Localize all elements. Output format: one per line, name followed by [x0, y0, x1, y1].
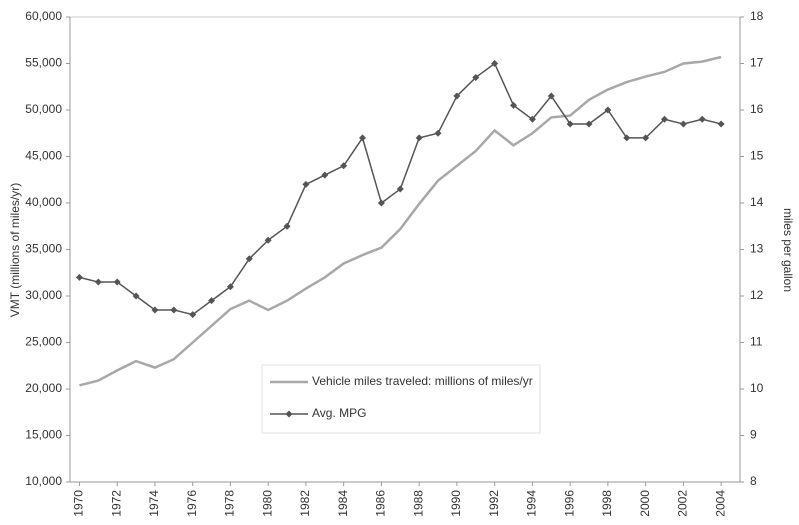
marker	[679, 120, 687, 128]
y-tick-label: 10,000	[25, 474, 62, 488]
x-tick-label: 1980	[260, 490, 274, 517]
y2-tick-label: 11	[750, 335, 763, 349]
x-tick-label: 1982	[298, 490, 312, 517]
marker	[208, 297, 216, 305]
marker	[245, 255, 253, 263]
x-tick-label: 1988	[411, 490, 425, 517]
marker	[661, 115, 669, 123]
marker	[264, 236, 272, 244]
marker	[472, 73, 480, 81]
marker	[528, 115, 536, 123]
legend-label: Avg. MPG	[312, 406, 366, 420]
marker	[585, 120, 593, 128]
x-tick-label: 1986	[374, 490, 388, 517]
marker	[132, 292, 140, 300]
x-tick-label: 1990	[449, 490, 463, 517]
marker	[642, 134, 650, 142]
y-tick-label: 45,000	[25, 149, 62, 163]
y2-tick-label: 15	[750, 149, 764, 163]
y2-tick-label: 18	[750, 9, 764, 23]
marker	[377, 199, 385, 207]
y-tick-label: 60,000	[25, 9, 62, 23]
x-tick-label: 1978	[223, 490, 237, 517]
x-tick-label: 1996	[562, 490, 576, 517]
x-tick-label: 1976	[185, 490, 199, 517]
y2-tick-label: 16	[750, 102, 764, 116]
marker	[189, 311, 197, 319]
series-line	[79, 55, 722, 387]
y2-tick-label: 8	[750, 474, 757, 488]
x-tick-label: 1974	[147, 490, 161, 517]
marker	[623, 134, 631, 142]
y-axis-label: VMT (millions of miles/yr)	[8, 183, 22, 317]
y-tick-label: 50,000	[25, 102, 62, 116]
marker	[453, 92, 461, 100]
legend-marker	[285, 410, 293, 418]
x-tick-label: 1984	[336, 490, 350, 517]
y2-tick-label: 10	[750, 381, 764, 395]
marker	[151, 306, 159, 314]
y2-tick-label: 9	[750, 428, 757, 442]
x-tick-label: 2000	[638, 490, 652, 517]
y2-axis-label: miles per gallon	[781, 208, 795, 292]
y-tick-label: 25,000	[25, 335, 62, 349]
marker	[340, 162, 348, 170]
y-tick-label: 35,000	[25, 242, 62, 256]
y-tick-label: 30,000	[25, 288, 62, 302]
marker	[698, 115, 706, 123]
marker	[434, 129, 442, 137]
marker	[170, 306, 178, 314]
x-tick-label: 2004	[713, 490, 727, 517]
y-tick-label: 15,000	[25, 428, 62, 442]
marker	[415, 134, 423, 142]
y-tick-label: 55,000	[25, 56, 62, 70]
y2-tick-label: 13	[750, 242, 764, 256]
marker	[510, 101, 518, 109]
y-tick-label: 20,000	[25, 381, 62, 395]
legend-label: Vehicle miles traveled: millions of mile…	[312, 374, 533, 388]
y2-tick-label: 17	[750, 56, 764, 70]
marker	[94, 278, 102, 286]
marker	[491, 60, 499, 67]
marker	[226, 283, 234, 291]
marker	[75, 273, 83, 281]
x-tick-label: 1972	[109, 490, 123, 517]
marker	[113, 278, 121, 286]
x-tick-label: 1998	[600, 490, 614, 517]
y-tick-label: 40,000	[25, 195, 62, 209]
x-tick-label: 1994	[525, 490, 539, 517]
marker	[566, 120, 574, 128]
y2-tick-label: 14	[750, 195, 764, 209]
x-tick-label: 1992	[487, 490, 501, 517]
marker	[396, 185, 404, 193]
marker	[359, 134, 367, 142]
x-tick-label: 1970	[72, 490, 86, 517]
y2-tick-label: 12	[750, 288, 764, 302]
x-tick-label: 2002	[676, 490, 690, 517]
legend	[261, 364, 541, 434]
marker	[547, 92, 555, 100]
marker	[321, 171, 329, 179]
marker	[604, 106, 612, 114]
marker	[302, 180, 310, 188]
marker	[283, 222, 291, 230]
marker	[717, 120, 725, 128]
